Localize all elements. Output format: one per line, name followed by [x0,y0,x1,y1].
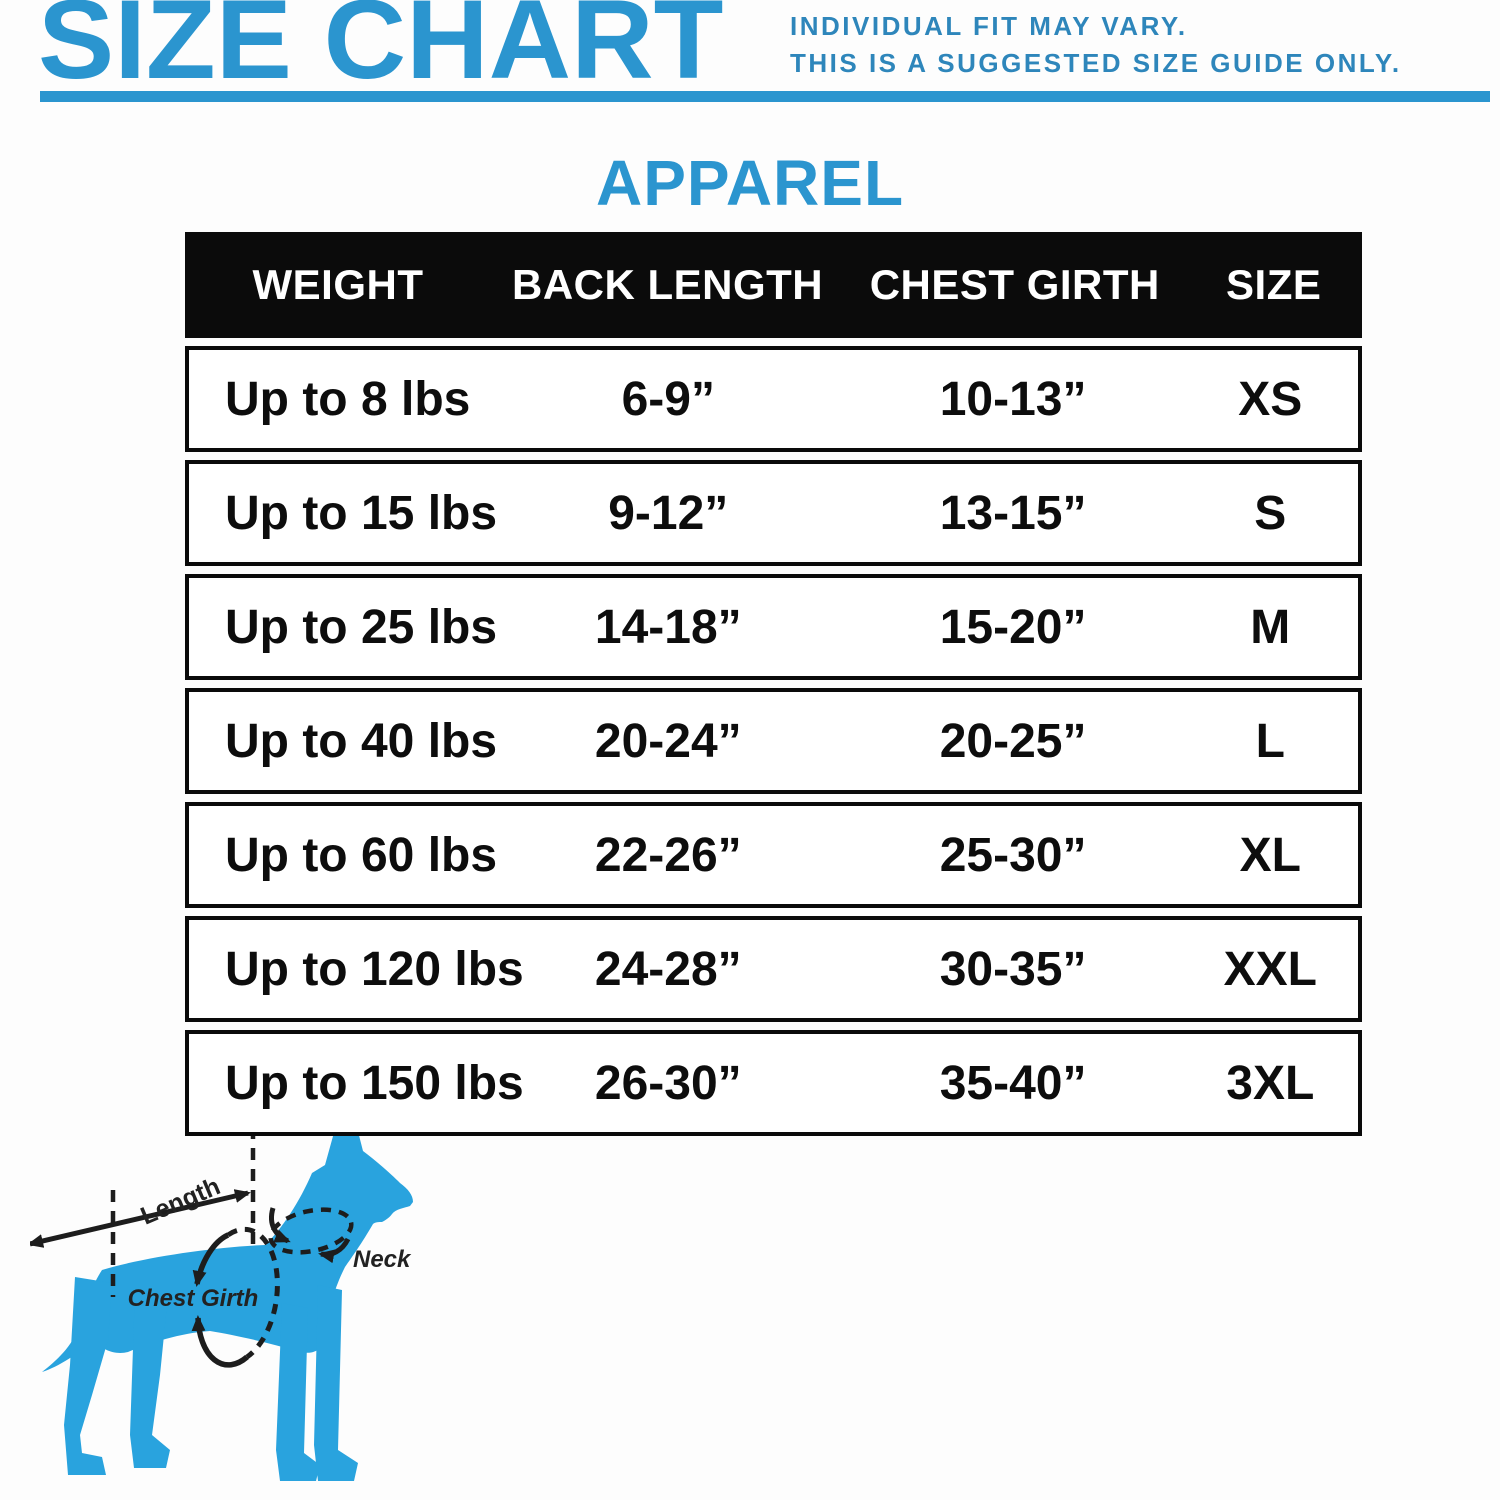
cell-chest-girth: 13-15” [939,486,1087,540]
fit-disclaimer: INDIVIDUAL FIT MAY VARY. THIS IS A SUGGE… [790,8,1402,82]
chest-girth-arc-top [192,1232,230,1287]
table-row: Up to 25 lbs 14-18” 15-20” M [185,574,1362,680]
section-title-apparel: APPAREL [595,147,905,219]
neck-arrow-left [269,1207,291,1244]
cell-size: XXL [1223,942,1317,996]
cell-chest-girth: 10-13” [939,372,1087,426]
size-table: WEIGHT BACK LENGTH CHEST GIRTH SIZE Up t… [185,232,1362,1136]
title-underline-rule [40,91,1490,102]
cell-size: XL [1239,828,1301,882]
cell-size: S [1254,486,1287,540]
cell-weight: Up to 60 lbs [225,828,498,882]
cell-back-length: 20-24” [594,714,742,768]
table-row: Up to 60 lbs 22-26” 25-30” XL [185,802,1362,908]
table-body: Up to 8 lbs 6-9” 10-13” XS Up to 15 lbs 9-12”… [185,346,1362,1136]
column-header-weight: WEIGHT [252,261,424,308]
dog-silhouette-icon [42,1111,413,1481]
chest-girth-arc-dashed [226,1226,280,1360]
length-label: Length [137,1172,225,1230]
table-row: Up to 120 lbs 24-28” 30-35” XXL [185,916,1362,1022]
table-row: Up to 15 lbs 9-12” 13-15” S [185,460,1362,566]
table-row: Up to 8 lbs 6-9” 10-13” XS [185,346,1362,452]
cell-back-length: 6-9” [621,372,715,426]
measurement-guides [30,1127,354,1368]
cell-weight: Up to 25 lbs [225,600,498,654]
cell-weight: Up to 40 lbs [225,714,498,768]
column-header-back-length: BACK LENGTH [511,261,824,308]
cell-weight: Up to 15 lbs [225,486,498,540]
chest-girth-arc-bottom [191,1315,249,1368]
cell-weight: Up to 8 lbs [225,372,471,426]
dog-measurement-diagram: Length Neck Chest Girth [30,1111,413,1481]
neck-arrow-right [318,1237,351,1264]
cell-chest-girth: 15-20” [939,600,1087,654]
cell-back-length: 22-26” [594,828,742,882]
cell-back-length: 9-12” [608,486,729,540]
table-header-row: WEIGHT BACK LENGTH CHEST GIRTH SIZE [185,232,1362,338]
table-row: Up to 150 lbs 26-30” 35-40” 3XL [185,1030,1362,1136]
cell-back-length: 24-28” [594,942,742,996]
chest-girth-label: Chest Girth [128,1285,259,1312]
cell-size: L [1255,714,1285,768]
neck-label: Neck [353,1246,412,1273]
cell-size: M [1250,600,1291,654]
fit-disclaimer-line1: INDIVIDUAL FIT MAY VARY. [790,11,1188,41]
cell-chest-girth: 30-35” [939,942,1087,996]
column-header-size: SIZE [1226,261,1322,308]
cell-weight: Up to 150 lbs [225,1056,524,1110]
cell-back-length: 14-18” [594,600,742,654]
fit-disclaimer-line2: THIS IS A SUGGESTED SIZE GUIDE ONLY. [790,48,1402,78]
cell-chest-girth: 25-30” [939,828,1087,882]
table-row: Up to 40 lbs 20-24” 20-25” L [185,688,1362,794]
column-header-chest-girth: CHEST GIRTH [869,261,1160,308]
length-arrow [30,1189,251,1248]
cell-size: 3XL [1226,1056,1315,1110]
cell-chest-girth: 20-25” [939,714,1087,768]
cell-size: XS [1238,372,1303,426]
cell-chest-girth: 35-40” [939,1056,1087,1110]
cell-back-length: 26-30” [594,1056,742,1110]
cell-weight: Up to 120 lbs [225,942,524,996]
page-title: SIZE CHART [38,0,724,102]
